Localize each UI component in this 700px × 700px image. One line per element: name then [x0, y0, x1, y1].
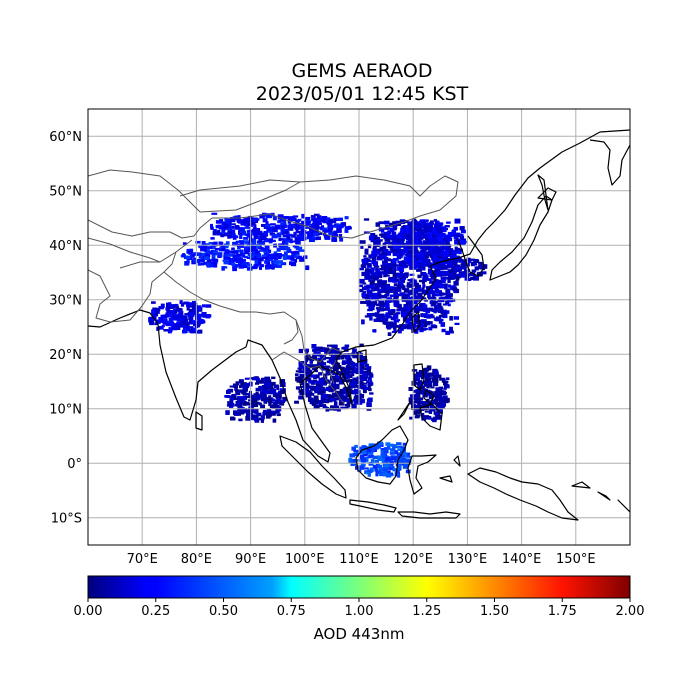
- coastline-sumatra: [279, 435, 347, 499]
- coastline-taiwan: [411, 311, 421, 333]
- aod-patch-korea-japan: [447, 257, 488, 282]
- coastline-hokkaido: [537, 187, 557, 201]
- colorbar-ticks: 0.00 0.25 0.50 0.75 1.00 1.25 1.50 1.75 2.00: [74, 598, 645, 619]
- lat-tick-label: 10°S: [51, 511, 82, 526]
- coastline-hainan: [357, 349, 367, 363]
- coastline-sulawesi: [407, 454, 437, 495]
- border-china-mongolia: [199, 175, 459, 239]
- lat-tick-label: 10°N: [49, 402, 82, 417]
- lon-tick-label: 110°E: [339, 552, 379, 567]
- colorbar-tick-label: 0.25: [141, 604, 170, 619]
- border-russia-kazakhstan: [88, 169, 201, 213]
- lon-tick-label: 70°E: [127, 552, 158, 567]
- lon-tick-label: 150°E: [556, 552, 596, 567]
- aod-patch-taklamakan: [180, 240, 310, 272]
- map-title: GEMS AERAOD: [291, 60, 433, 82]
- lon-tick-label: 120°E: [393, 552, 433, 567]
- map-frame: [87, 108, 631, 546]
- border-russia-mongolia: [179, 179, 301, 197]
- lat-tick-label: 50°N: [49, 184, 82, 199]
- colorbar-tick-label: 1.00: [345, 604, 374, 619]
- coastline-lesser-sunda: [397, 511, 461, 519]
- border-myanmar-china: [295, 319, 343, 363]
- coastline-korea: [457, 235, 485, 277]
- coastline-sri-lanka: [195, 411, 203, 431]
- lat-tick-label: 40°N: [49, 239, 82, 254]
- lon-tick-label: 130°E: [448, 552, 488, 567]
- lon-tick-label: 80°E: [181, 552, 212, 567]
- colorbar-label: AOD 443nm: [313, 625, 405, 643]
- longitude-tick-labels: 70°E 80°E 90°E 100°E 110°E 120°E 130°E 140°E 150…: [127, 552, 596, 567]
- coastline-sakhalin: [537, 174, 549, 211]
- lon-tick-label: 140°E: [502, 552, 542, 567]
- border-indochina: [271, 351, 345, 405]
- colorbar-tick-label: 1.25: [412, 604, 441, 619]
- colorbar-tick-label: 2.00: [616, 604, 645, 619]
- border-central-asia: [88, 217, 213, 269]
- coastline-new-guinea: [467, 467, 579, 521]
- coastline-kamchatka-coast: [589, 139, 630, 186]
- aod-patch-indochina: [294, 343, 374, 412]
- colorbar-tick-label: 0.75: [277, 604, 306, 619]
- border-india-china: [163, 271, 299, 345]
- colorbar-tick-label: 1.50: [480, 604, 509, 619]
- coastline-small-islands: [439, 455, 630, 513]
- lat-tick-label: 60°N: [49, 130, 82, 145]
- latitude-tick-labels: 60°N 50°N 40°N 30°N 20°N 10°N 0° 10°S: [49, 130, 82, 527]
- lat-tick-label: 30°N: [49, 293, 82, 308]
- lon-tick-label: 100°E: [285, 552, 325, 567]
- colorbar-tick-label: 0.50: [209, 604, 238, 619]
- colorbar: [87, 575, 631, 599]
- lon-tick-label: 90°E: [235, 552, 266, 567]
- map-subtitle-datetime: 2023/05/01 12:45 KST: [255, 83, 469, 105]
- coastline-borneo: [355, 425, 409, 485]
- colorbar-tick-label: 0.00: [74, 604, 103, 619]
- coastline-java: [349, 499, 397, 513]
- lat-tick-label: 0°: [67, 457, 82, 472]
- lat-tick-label: 20°N: [49, 348, 82, 363]
- aod-patch-north-china: [391, 219, 467, 271]
- colorbar-tick-label: 1.75: [548, 604, 577, 619]
- coastline-philippines: [397, 363, 443, 431]
